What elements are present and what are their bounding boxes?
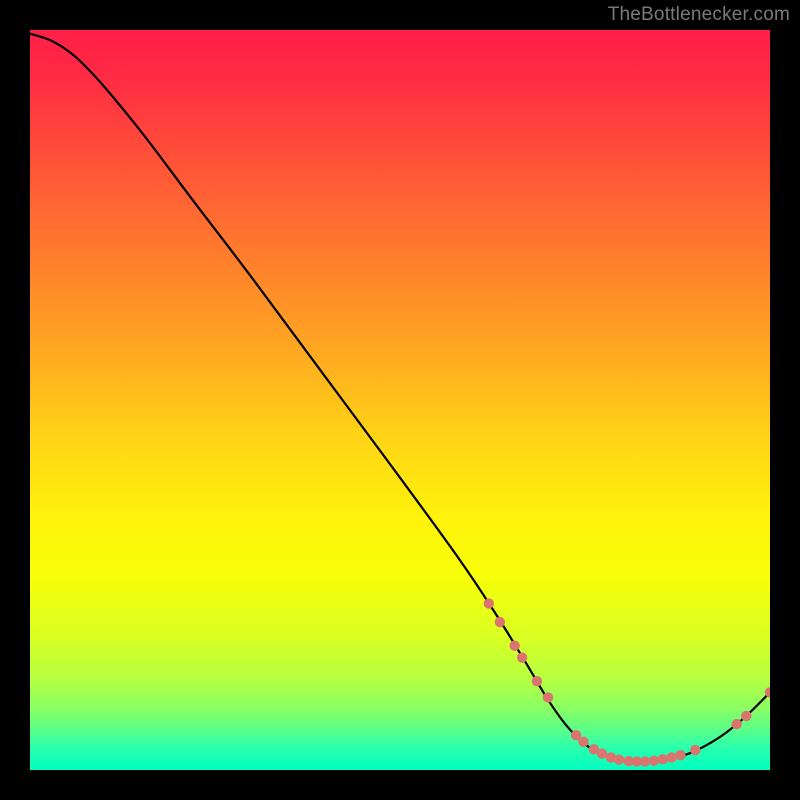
data-dot bbox=[597, 749, 607, 759]
chart-svg bbox=[30, 30, 770, 770]
data-dot bbox=[741, 711, 751, 721]
plot-area bbox=[30, 30, 770, 770]
gradient-background bbox=[30, 30, 770, 770]
data-dot bbox=[614, 754, 624, 764]
data-dot bbox=[495, 617, 505, 627]
data-dot bbox=[484, 598, 494, 608]
data-dot bbox=[649, 756, 659, 766]
data-dot bbox=[543, 692, 553, 702]
data-dot bbox=[675, 750, 685, 760]
chart-frame: TheBottlenecker.com bbox=[0, 0, 800, 800]
data-dot bbox=[690, 745, 700, 755]
attribution-text: TheBottlenecker.com bbox=[608, 4, 790, 26]
data-dot bbox=[578, 737, 588, 747]
data-dot bbox=[658, 754, 668, 764]
data-dot bbox=[732, 719, 742, 729]
data-dot bbox=[517, 652, 527, 662]
data-dot bbox=[640, 756, 650, 766]
data-dot bbox=[666, 752, 676, 762]
data-dot bbox=[532, 676, 542, 686]
data-dot bbox=[510, 640, 520, 650]
